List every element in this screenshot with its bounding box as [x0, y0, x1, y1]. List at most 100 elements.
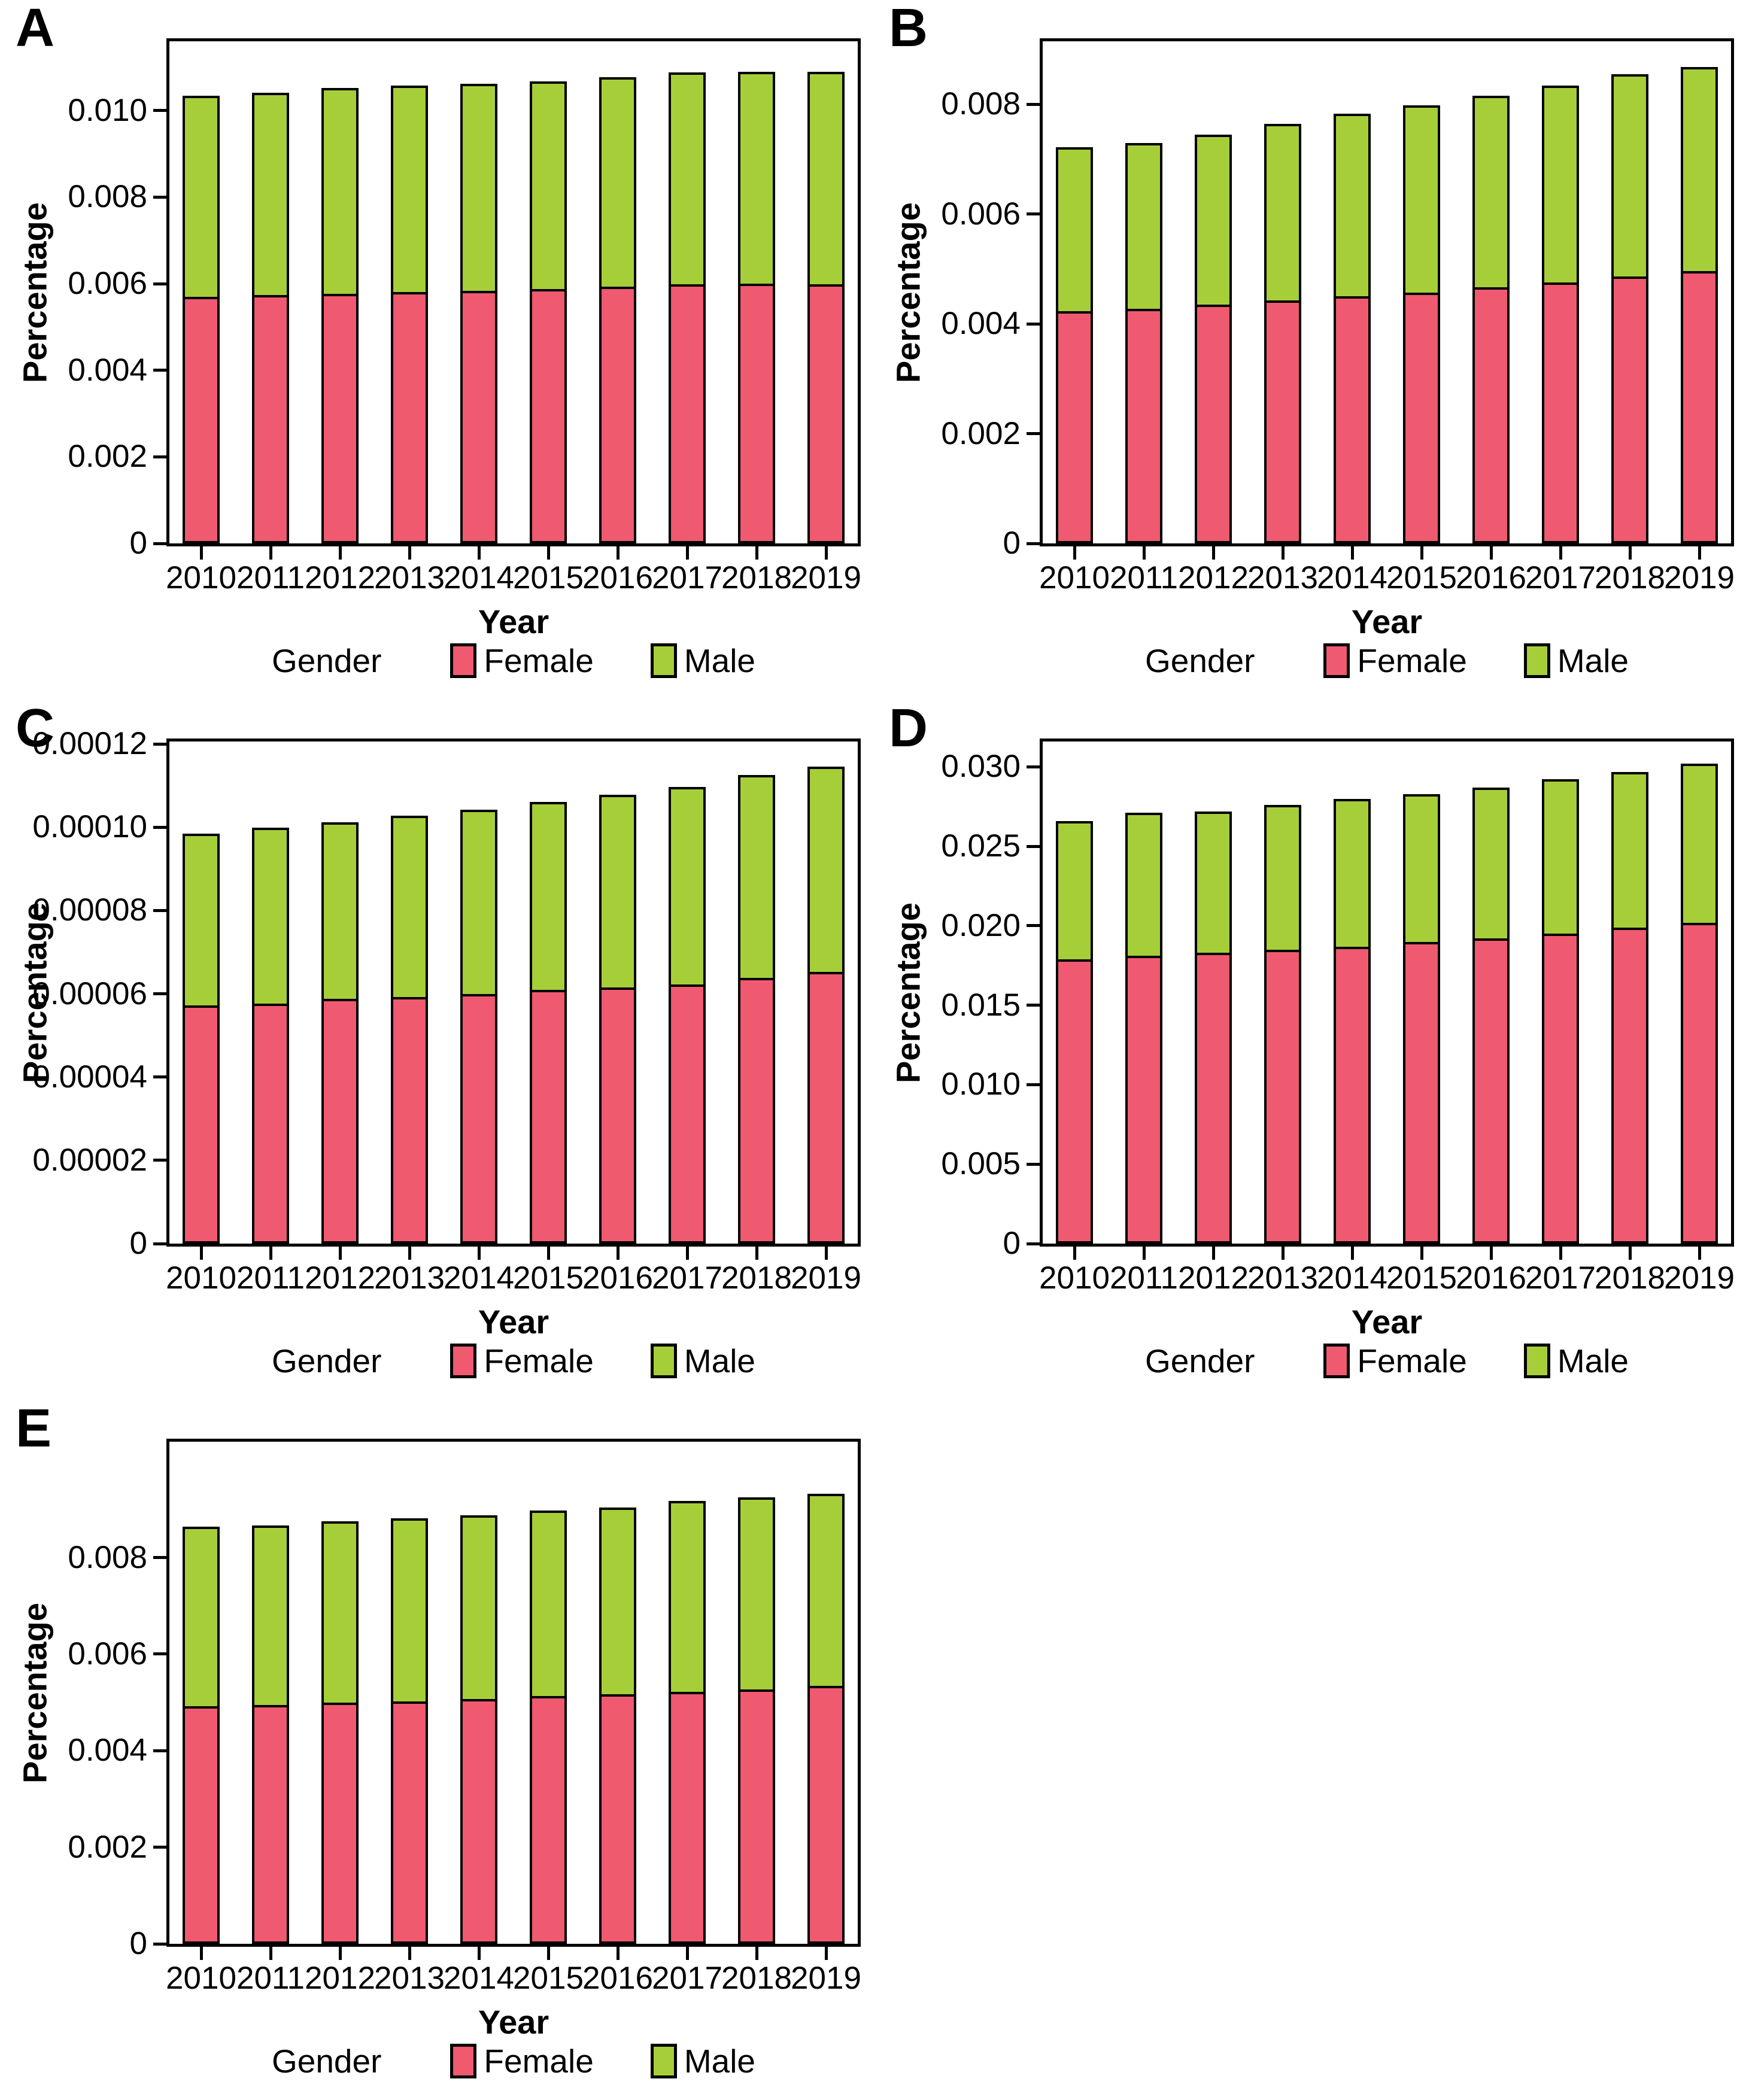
- stacked-bar-2014: [1334, 114, 1371, 543]
- stacked-bar-2013: [391, 86, 428, 543]
- x-tick-mark: [1073, 546, 1076, 560]
- y-tick-label: 0.00006: [32, 975, 147, 1011]
- bar-segment-female-2016: [599, 1694, 636, 1944]
- chart-panel-C: C Percentage 0 0.00002 0.00004 0.00006 0.00008…: [0, 700, 873, 1400]
- x-tick-label: 2010: [166, 1260, 236, 1296]
- y-tick-label: 0.030: [941, 749, 1021, 785]
- x-tick-label: 2013: [374, 560, 445, 595]
- y-tick-label: 0.006: [68, 1636, 147, 1672]
- x-tick-label: 2011: [1110, 560, 1178, 595]
- legend-item-male: Male: [1523, 642, 1629, 680]
- x-tick-label: 2010: [166, 560, 236, 595]
- y-tick-label: 0.004: [941, 306, 1021, 342]
- x-axis-title: Year: [478, 1303, 549, 1341]
- x-tick-label: 2018: [1595, 1260, 1665, 1296]
- x-tick-mark: [1073, 1247, 1076, 1260]
- bar-segment-female-2012: [321, 294, 359, 543]
- chart-panel-B: B Percentage 0 0.002 0.004 0.006 0.008 2010 2011…: [873, 0, 1746, 700]
- y-tick-label: 0.015: [941, 987, 1021, 1023]
- bar-segment-male-2019: [1681, 67, 1718, 271]
- x-tick-label: 2014: [444, 1260, 514, 1296]
- bar-segment-female-2019: [807, 972, 845, 1244]
- bar-segment-female-2014: [1334, 947, 1371, 1244]
- y-tick-mark: [153, 825, 166, 829]
- bar-segment-male-2018: [1611, 74, 1648, 276]
- legend: Gender Female Male: [1040, 1342, 1734, 1380]
- x-tick-mark: [616, 546, 620, 560]
- x-tick-mark: [685, 1247, 689, 1260]
- stacked-bar-2014: [460, 1515, 497, 1944]
- stacked-bar-2010: [1056, 147, 1093, 543]
- x-axis-title: Year: [478, 2003, 549, 2041]
- x-axis-title: Year: [1351, 1303, 1423, 1341]
- y-tick-mark: [153, 542, 166, 545]
- bar-segment-male-2017: [669, 787, 706, 984]
- x-tick-label: 2013: [1247, 560, 1318, 595]
- x-tick-label: 2014: [444, 1961, 514, 1996]
- x-tick-label: 2012: [305, 1961, 375, 1996]
- x-tick-mark: [1628, 1247, 1632, 1260]
- x-tick-mark: [338, 546, 342, 560]
- stacked-bar-2011: [252, 828, 289, 1244]
- legend-swatch-female: [450, 2044, 477, 2078]
- x-tick-mark: [755, 546, 758, 560]
- legend-title: Gender: [271, 2043, 382, 2080]
- legend-swatch-female: [1323, 643, 1350, 678]
- legend-title: Gender: [271, 1342, 382, 1379]
- bar-segment-female-2011: [252, 295, 289, 543]
- x-tick-mark: [755, 1947, 758, 1960]
- x-tick-mark: [408, 1247, 411, 1260]
- y-tick-label: 0: [129, 1226, 147, 1261]
- bar-segment-male-2016: [599, 77, 636, 287]
- y-tick-label: 0.002: [941, 415, 1021, 451]
- stacked-bar-2016: [1472, 96, 1510, 543]
- stacked-bar-2019: [807, 1494, 845, 1944]
- stacked-bar-2013: [1264, 805, 1301, 1244]
- bar-segment-female-2016: [1472, 287, 1510, 543]
- legend-item-male: Male: [650, 642, 755, 680]
- bar-segment-male-2014: [460, 810, 497, 994]
- x-tick-label: 2013: [1247, 1260, 1318, 1296]
- bar-segment-male-2012: [321, 1521, 359, 1703]
- y-tick-mark: [153, 1075, 166, 1079]
- y-tick-mark: [153, 195, 166, 199]
- y-tick-mark: [153, 1846, 166, 1849]
- x-tick-label: 2011: [236, 560, 305, 595]
- y-tick-label: 0.008: [68, 179, 147, 215]
- y-tick-mark: [153, 908, 166, 912]
- stacked-bar-2016: [599, 795, 636, 1244]
- bar-segment-female-2014: [460, 1699, 497, 1944]
- y-tick-mark: [153, 282, 166, 285]
- legend-label-male: Male: [1557, 1342, 1629, 1379]
- legend-item-male: Male: [650, 2042, 755, 2080]
- bar-segment-male-2017: [1542, 779, 1579, 934]
- stacked-bar-2012: [1195, 135, 1232, 543]
- x-tick-mark: [1628, 546, 1632, 560]
- bar-segment-female-2017: [1542, 934, 1579, 1244]
- legend-item-male: Male: [650, 1342, 755, 1380]
- x-tick-mark: [1559, 1247, 1562, 1260]
- y-tick-label: 0: [129, 1926, 147, 1961]
- legend-swatch-male: [650, 2044, 677, 2078]
- plot-frame: [1040, 739, 1734, 1247]
- y-tick-label: 0: [1003, 1226, 1021, 1261]
- y-tick-label: 0.006: [68, 266, 147, 302]
- bar-segment-male-2011: [252, 93, 289, 295]
- bar-segment-male-2010: [1056, 821, 1093, 959]
- x-tick-label: 2019: [791, 1260, 861, 1296]
- x-tick-mark: [338, 1947, 342, 1960]
- bar-segment-male-2016: [1472, 96, 1510, 287]
- x-tick-mark: [1211, 1247, 1215, 1260]
- x-tick-mark: [1698, 546, 1701, 560]
- y-tick-label: 0.005: [941, 1146, 1021, 1182]
- y-tick-label: 0.010: [68, 92, 147, 128]
- y-tick-mark: [1027, 542, 1040, 545]
- bar-segment-male-2011: [252, 1525, 289, 1705]
- bar-segment-female-2015: [1403, 293, 1440, 543]
- y-tick-mark: [153, 1942, 166, 1946]
- stacked-bar-2017: [669, 1501, 706, 1944]
- y-tick-mark: [153, 369, 166, 372]
- bar-segment-female-2015: [530, 990, 567, 1244]
- stacked-bar-2016: [599, 1508, 636, 1944]
- x-tick-label: 2016: [582, 1260, 653, 1296]
